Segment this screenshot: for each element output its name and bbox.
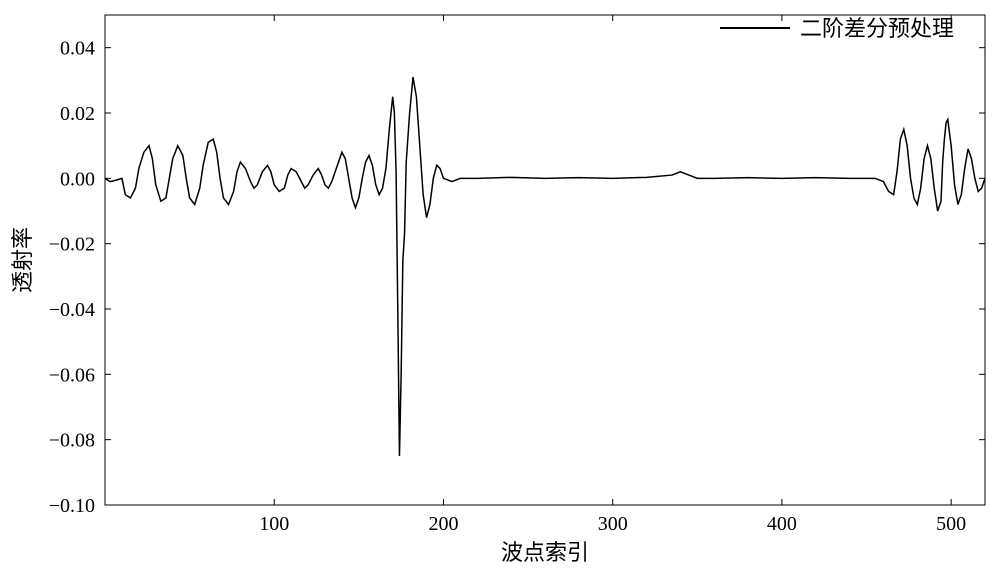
- y-tick-label: −0.02: [49, 234, 95, 256]
- y-tick-label: −0.04: [49, 299, 95, 321]
- y-axis: −0.10 −0.08 −0.06 −0.04 −0.02 0.00 0.02 0.04: [49, 38, 985, 517]
- x-axis: 100 200 300 400 500: [259, 15, 966, 535]
- plot-border: [105, 15, 985, 505]
- series-line: [105, 77, 985, 456]
- y-tick-label: 0.04: [60, 38, 95, 60]
- chart-container: −0.10 −0.08 −0.06 −0.04 −0.02 0.00 0.02 0.04 10…: [0, 0, 1000, 580]
- x-tick-label: 100: [259, 513, 289, 535]
- y-tick-label: −0.10: [49, 495, 95, 517]
- x-tick-label: 400: [767, 513, 797, 535]
- x-tick-label: 500: [936, 513, 966, 535]
- y-tick-label: 0.00: [60, 168, 95, 190]
- y-axis-label: 透射率: [10, 227, 35, 293]
- x-tick-label: 200: [428, 513, 458, 535]
- legend-label: 二阶差分预处理: [800, 16, 954, 41]
- x-tick-label: 300: [598, 513, 628, 535]
- legend: 二阶差分预处理: [720, 16, 954, 41]
- x-axis-label: 波点索引: [501, 540, 589, 565]
- y-tick-label: −0.06: [49, 364, 95, 386]
- y-tick-label: −0.08: [49, 430, 95, 452]
- y-tick-label: 0.02: [60, 103, 95, 125]
- line-chart-svg: −0.10 −0.08 −0.06 −0.04 −0.02 0.00 0.02 0.04 10…: [0, 0, 1000, 580]
